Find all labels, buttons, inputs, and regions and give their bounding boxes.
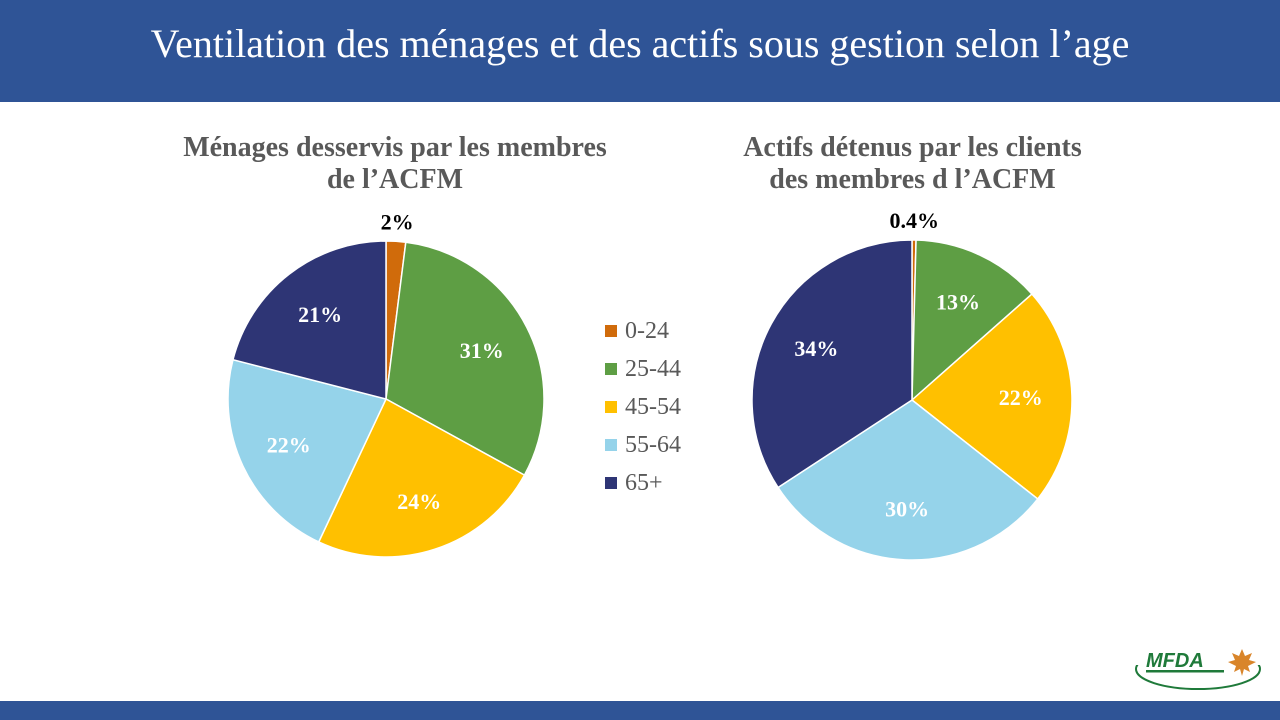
pie-slice-25-44 [385,241,545,477]
mfda-logo: MFDA [1134,643,1266,690]
chart-title-households: Ménages desservis par les membres de l’A… [130,132,660,196]
pie-slice-65+ [751,239,913,489]
legend-item: 25-44 [605,350,681,388]
footer-bar [0,701,1280,720]
legend-swatch [605,401,617,413]
data-label: 13% [936,289,980,314]
legend: 0-24 25-44 45-54 55-64 65+ [605,312,681,502]
legend-label: 25-44 [625,355,681,382]
data-label: 22% [999,385,1043,410]
pie-slice-65+ [232,240,387,400]
legend-item: 45-54 [605,388,681,426]
legend-swatch [605,439,617,451]
pie-slice-25-44 [911,239,1033,402]
chart-title-line: Ménages desservis par les membres [183,132,607,163]
pie-slice-55-64 [776,399,1039,561]
legend-item: 65+ [605,464,681,502]
data-label: 0.4% [890,208,940,233]
legend-label: 65+ [625,469,663,496]
chart-title-line: de l’ACFM [326,164,464,195]
data-label: 31% [460,338,504,363]
data-label: 22% [267,433,311,458]
pie-slice-55-64 [227,358,388,543]
data-label: 2% [381,209,414,234]
data-label: 24% [397,489,441,514]
legend-swatch [605,477,617,489]
chart-title-assets: Actifs détenus par les clients des membr… [680,132,1145,196]
pie-slice-45-54 [317,397,526,558]
pie-slice-45-54 [910,292,1073,501]
slide-title: Ventilation des ménages et des actifs so… [150,21,1130,66]
legend-label: 55-64 [625,431,681,458]
data-label: 34% [794,336,838,361]
svg-text:MFDA: MFDA [1146,650,1204,672]
chart-title-line: Actifs détenus par les clients [743,132,1082,163]
legend-swatch [605,363,617,375]
data-label: 21% [298,302,342,327]
legend-label: 45-54 [625,393,681,420]
chart-title-line: des membres d l’ACFM [769,164,1056,195]
legend-swatch [605,325,617,337]
header-bar: Ventilation des ménages et des actifs so… [0,0,1280,102]
legend-item: 55-64 [605,426,681,464]
legend-item: 0-24 [605,312,681,350]
legend-label: 0-24 [625,317,669,344]
data-label: 30% [885,497,929,522]
